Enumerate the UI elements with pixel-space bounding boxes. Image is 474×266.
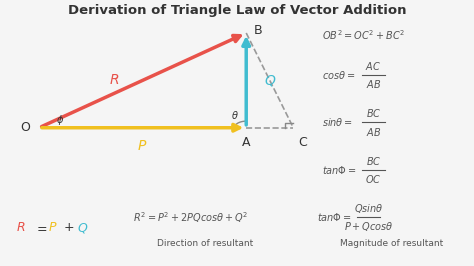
Text: O: O xyxy=(20,121,30,134)
Text: C: C xyxy=(298,136,307,149)
Text: $Q$: $Q$ xyxy=(264,73,276,88)
Text: $BC$: $BC$ xyxy=(365,155,381,167)
Text: $R$: $R$ xyxy=(109,73,119,87)
Text: $OC$: $OC$ xyxy=(365,173,382,185)
Text: $OB^2 = OC^2 + BC^2$: $OB^2 = OC^2 + BC^2$ xyxy=(321,28,405,41)
Text: $\theta$: $\theta$ xyxy=(230,109,238,120)
Text: $tan\Phi = $: $tan\Phi = $ xyxy=(321,164,356,176)
Text: $sin\theta = $: $sin\theta = $ xyxy=(321,117,353,128)
Text: $Q$: $Q$ xyxy=(77,221,88,235)
Text: Magnitude of resultant: Magnitude of resultant xyxy=(340,239,444,248)
Text: $R$: $R$ xyxy=(16,221,25,234)
Text: $tan\Phi = $: $tan\Phi = $ xyxy=(317,211,352,223)
Text: Direction of resultant: Direction of resultant xyxy=(157,239,253,248)
Text: $AC$: $AC$ xyxy=(365,60,381,72)
Text: A: A xyxy=(242,136,250,149)
Text: $AB$: $AB$ xyxy=(366,126,381,138)
Text: B: B xyxy=(254,24,262,37)
Text: $=$: $=$ xyxy=(34,221,48,234)
Text: $BC$: $BC$ xyxy=(365,107,381,119)
Text: $Qsin\theta$: $Qsin\theta$ xyxy=(354,202,383,214)
Text: $AB$: $AB$ xyxy=(366,78,381,90)
Text: $P$: $P$ xyxy=(137,139,148,153)
Text: $cos\theta = $: $cos\theta = $ xyxy=(321,69,355,81)
Text: $+$: $+$ xyxy=(63,221,74,234)
Text: $R^2 = P^2 + 2PQcos\theta + Q^2$: $R^2 = P^2 + 2PQcos\theta + Q^2$ xyxy=(133,210,249,225)
Text: $P + Qcos\theta$: $P + Qcos\theta$ xyxy=(344,220,393,233)
Text: $\phi$: $\phi$ xyxy=(56,113,64,127)
Text: Derivation of Triangle Law of Vector Addition: Derivation of Triangle Law of Vector Add… xyxy=(68,4,406,17)
Text: $P$: $P$ xyxy=(48,221,58,234)
